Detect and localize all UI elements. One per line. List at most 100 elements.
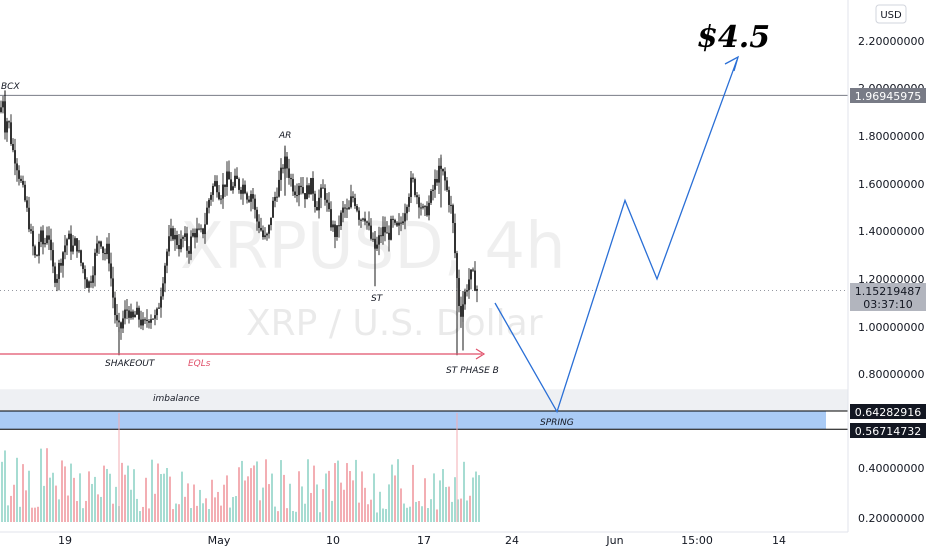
candle-body [382,226,384,237]
candle-body [124,309,126,319]
candle-body [302,187,304,194]
candle-body [52,250,54,267]
candle-body [202,228,204,235]
candle-body [186,233,188,251]
candle-body [22,180,24,185]
candle-body [136,307,138,315]
candle-body [412,177,414,180]
volume-bar [421,506,423,522]
candle-body [214,181,216,186]
volume-bar [109,473,111,522]
candle-body [264,235,266,238]
candlesticks [0,90,478,356]
volume-bar [115,486,117,522]
candle-body [390,218,392,240]
candle-body [70,233,72,252]
bcx-price-tag-text: 1.96945975 [855,90,921,103]
candle-body [288,168,290,178]
price-tick-label: 1.40000000 [858,225,924,238]
candle-body [238,178,240,190]
candle-body [154,315,156,319]
candle-body [88,281,90,288]
candle-body [42,230,44,245]
time-axis[interactable]: 19 May 10 17 24 Jun 15:00 14 [58,534,786,547]
candle-body [268,225,270,234]
candle-body [82,262,84,269]
candle-body [220,198,222,200]
candle-body [12,144,14,151]
candle-body [8,121,10,123]
volume-bar [214,497,216,522]
eqls-label: EQLs [188,359,211,369]
candle-body [294,191,296,196]
volume-bar [382,508,384,522]
candle-body [152,318,154,320]
volume-bar [100,496,102,522]
volume-bar [286,508,288,522]
demand-zone[interactable] [0,410,826,430]
volume-bars [1,448,480,522]
candle-body [376,244,378,249]
volume-bar [244,480,246,522]
volume-bar [232,497,234,522]
candle-body [352,196,354,198]
price-tick-label: 1.00000000 [858,321,924,334]
bcx-price-tag [850,88,926,103]
candle-body [94,252,96,276]
candle-body [182,236,184,239]
candle-body [254,198,256,210]
watermark-description: XRP / U.S. Dollar [246,303,543,344]
watermark-symbol: XRPUSD, 4h [180,210,566,284]
candle-body [210,194,212,200]
price-tick-label: 2.20000000 [858,35,924,48]
candle-body [468,279,470,291]
candle-body [358,210,360,220]
volume-bar [283,474,285,522]
zone-top-price-tag [850,404,926,419]
candle-body [324,188,326,200]
price-axis[interactable]: 2.200000002.000000001.800000001.60000000… [858,35,924,525]
volume-bar [70,463,72,522]
candle-body [262,230,264,238]
volume-bar [97,494,99,522]
volume-bar [319,512,321,522]
volume-bar [223,484,225,522]
volume-bar [442,469,444,522]
volume-bar [400,488,402,522]
volume-bar [46,448,48,522]
currency-button[interactable] [875,4,907,24]
volume-bar [274,506,276,522]
candle-body [6,121,8,133]
volume-bar [313,465,315,522]
candle-body [232,186,234,191]
volume-bar [328,470,330,522]
volume-bar [64,466,66,522]
price-tick-label: 0.80000000 [858,368,924,381]
volume-bar [262,487,264,522]
candle-body [330,209,332,228]
ar-label: AR [278,131,291,141]
candle-body [180,238,182,250]
volume-bar [199,489,201,522]
volume-bar [475,471,477,522]
candle-body [244,184,246,194]
volume-bar [7,505,9,522]
st-phase-b-label: ST PHASE B [446,366,499,376]
price-tick-label: 0.20000000 [858,512,924,525]
candle-body [248,199,250,202]
candle-body [312,178,314,194]
candle-body [66,239,68,246]
volume-bar [127,465,129,522]
candle-body [44,243,46,245]
volume-bar [88,471,90,522]
candle-body [304,193,306,200]
volume-bar [373,473,375,522]
candle-body [400,222,402,224]
projection-path[interactable] [494,59,738,414]
candle-body [184,233,186,237]
volume-bar [184,496,186,522]
volume-bar [304,503,306,522]
candle-body [96,243,98,253]
candle-body [346,208,348,210]
